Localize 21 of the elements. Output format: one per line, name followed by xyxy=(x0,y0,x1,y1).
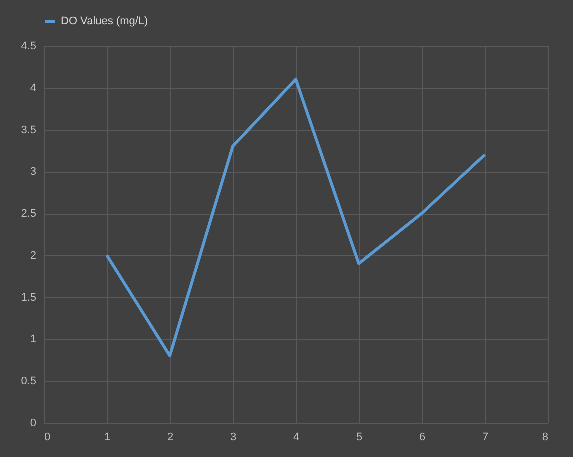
legend-label: DO Values (mg/L) xyxy=(61,16,148,28)
y-tick-label: 4 xyxy=(30,82,36,94)
x-tick-label: 5 xyxy=(356,432,363,444)
x-tick-label: 2 xyxy=(167,432,174,444)
y-tick-label: 2.5 xyxy=(21,208,36,220)
x-tick-label: 0 xyxy=(44,432,51,444)
y-tick-label: 4.5 xyxy=(21,40,36,52)
x-tick-label: 3 xyxy=(230,432,237,444)
y-tick-label: 1 xyxy=(30,334,36,346)
x-tick-label: 8 xyxy=(542,432,548,444)
y-tick-label: 2 xyxy=(30,250,36,262)
x-tick-label: 6 xyxy=(419,432,426,444)
x-tick-label: 1 xyxy=(104,432,111,444)
x-tick-label: 7 xyxy=(482,432,489,444)
y-tick-label: 1.5 xyxy=(21,292,36,304)
y-tick-label: 0 xyxy=(30,418,36,430)
line-series xyxy=(106,78,486,358)
y-tick-label: 0.5 xyxy=(21,376,36,388)
x-tick-label: 4 xyxy=(293,432,300,444)
y-tick-label: 3.5 xyxy=(21,124,36,136)
y-tick-label: 3 xyxy=(30,166,36,178)
